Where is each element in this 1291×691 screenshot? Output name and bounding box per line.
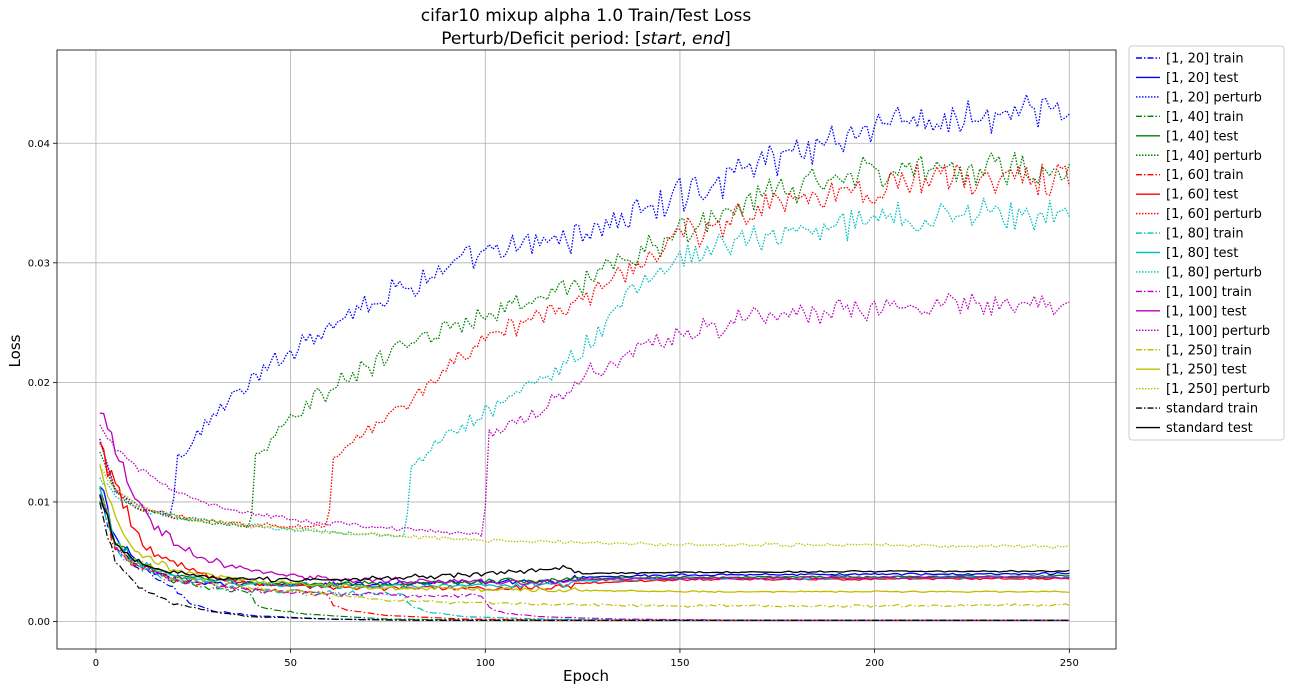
x-axis-ticks: 0 50 100 150 200 250 (93, 649, 1079, 669)
series-1-60-test (99, 441, 1070, 592)
series-1-80-perturb (99, 197, 1070, 538)
grid-lines (57, 50, 1116, 649)
x-tick-label: 150 (670, 658, 689, 669)
series-1-20-perturb (99, 94, 1070, 517)
series-1-20-train (99, 496, 1070, 621)
legend-label: [1, 40] train (1166, 110, 1244, 125)
y-tick-label: 0.04 (28, 139, 50, 150)
series-standard-train (99, 502, 1070, 621)
x-tick-label: 100 (476, 658, 495, 669)
legend-label: [1, 20] perturb (1166, 90, 1262, 105)
legend-label: [1, 40] perturb (1166, 149, 1262, 164)
series-1-40-train (99, 501, 1070, 621)
legend-label: [1, 80] test (1166, 246, 1238, 261)
series-1-80-train (99, 500, 1070, 621)
chart-subtitle-end: end (692, 29, 724, 49)
legend-label: standard train (1166, 402, 1258, 417)
chart-subtitle-prefix: Perturb/Deficit period: [ (441, 29, 641, 49)
legend-label: [1, 60] perturb (1166, 207, 1262, 222)
legend-label: [1, 250] train (1166, 343, 1252, 358)
series-1-250-test (99, 464, 1070, 594)
legend-frame (1128, 45, 1285, 441)
legend: [1, 20] train [1, 20] test [1, 20] perturb… (1128, 45, 1285, 441)
chart-subtitle-sep: , (681, 29, 692, 49)
chart-subtitle-start: start (642, 29, 683, 49)
x-tick-label: 250 (1060, 658, 1079, 669)
plot-frame (56, 49, 1117, 650)
legend-label: [1, 20] train (1166, 52, 1244, 67)
series-1-60-perturb (99, 163, 1070, 529)
series-1-40-perturb (99, 151, 1070, 529)
legend-label: [1, 100] train (1166, 285, 1252, 300)
legend-label: [1, 100] test (1166, 304, 1247, 319)
y-axis-ticks: 0.00 0.01 0.02 0.03 0.04 (28, 139, 57, 628)
legend-label: [1, 250] perturb (1166, 382, 1270, 397)
y-tick-label: 0.01 (28, 497, 50, 508)
plot-series (99, 94, 1070, 621)
y-tick-label: 0.03 (28, 258, 50, 269)
legend-label: [1, 100] perturb (1166, 324, 1270, 339)
series-1-100-perturb (99, 292, 1070, 537)
chart-title: cifar10 mixup alpha 1.0 Train/Test Loss (421, 6, 752, 26)
legend-label: [1, 80] perturb (1166, 265, 1262, 280)
y-axis-label: Loss (6, 334, 24, 367)
series-1-100-train (99, 493, 1070, 621)
x-axis-label: Epoch (563, 667, 609, 685)
series-1-250-perturb (99, 466, 1070, 549)
legend-label: [1, 60] test (1166, 188, 1238, 203)
chart-subtitle-suffix: ] (724, 29, 731, 49)
series-1-100-test (99, 412, 1070, 586)
chart-subtitle: Perturb/Deficit period: [start, end] (441, 29, 730, 49)
y-tick-label: 0.02 (28, 378, 50, 389)
legend-label: [1, 60] train (1166, 168, 1244, 183)
legend-label: standard test (1166, 421, 1253, 436)
legend-label: [1, 20] test (1166, 71, 1238, 86)
x-tick-label: 50 (284, 658, 297, 669)
legend-label: [1, 40] test (1166, 129, 1238, 144)
y-tick-label: 0.00 (28, 617, 50, 628)
series-standard-test (99, 494, 1070, 583)
legend-label: [1, 80] train (1166, 227, 1244, 242)
series-1-60-train (99, 494, 1070, 621)
legend-label: [1, 250] test (1166, 363, 1247, 378)
x-tick-label: 0 (93, 658, 99, 669)
x-tick-label: 200 (865, 658, 884, 669)
series-1-250-train (99, 499, 1070, 608)
